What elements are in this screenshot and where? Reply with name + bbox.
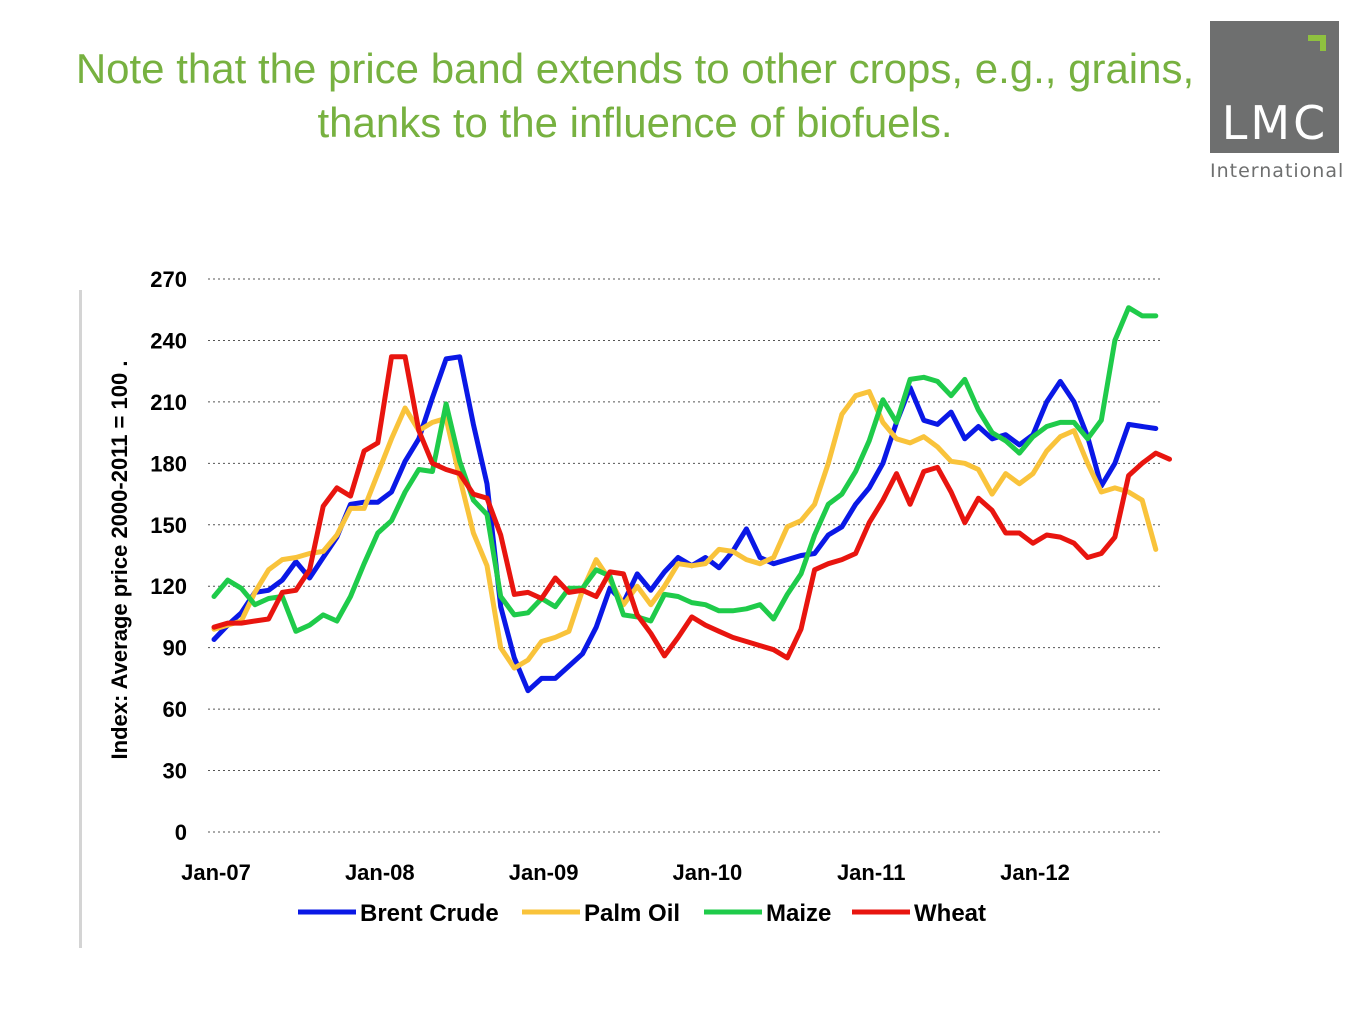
- y-tick-label: 0: [175, 820, 187, 845]
- legend-label: Wheat: [914, 900, 986, 927]
- x-tick-label: Jan-07: [181, 860, 251, 885]
- x-tick-label: Jan-11: [837, 860, 906, 885]
- legend-label: Maize: [766, 900, 831, 927]
- grid-lines: [208, 278, 1160, 833]
- y-tick-labels: 0 30 60 90 120 150 180 210 240 270: [150, 267, 187, 845]
- x-tick-label: Jan-12: [1000, 860, 1070, 885]
- y-tick-label: 240: [150, 328, 187, 353]
- series-lines: [211, 305, 1172, 694]
- y-axis-label: Index: Average price 2000-2011 = 100 .: [107, 361, 132, 760]
- y-tick-label: 120: [150, 574, 187, 599]
- y-tick-label: 30: [163, 759, 187, 784]
- y-tick-label: 90: [163, 636, 187, 661]
- slide-title: Note that the price band extends to othe…: [75, 45, 1195, 146]
- legend-label: Palm Oil: [584, 900, 680, 927]
- left-divider: [79, 290, 82, 948]
- x-tick-label: Jan-08: [345, 860, 415, 885]
- y-tick-label: 210: [150, 390, 187, 415]
- chart-legend: Brent Crude Palm Oil Maize Wheat: [298, 900, 986, 927]
- y-tick-label: 60: [163, 697, 187, 722]
- x-tick-label: Jan-10: [673, 860, 743, 885]
- logo-name: LMC: [1221, 96, 1329, 150]
- legend-label: Brent Crude: [360, 900, 499, 927]
- x-tick-labels: Jan-07 Jan-08 Jan-09 Jan-10 Jan-11 Jan-12: [181, 860, 1070, 885]
- y-tick-label: 180: [150, 451, 187, 476]
- y-tick-label: 270: [150, 267, 187, 292]
- lmc-logo: [1210, 21, 1339, 153]
- x-tick-label: Jan-09: [509, 860, 579, 885]
- series-line-wheat: [211, 354, 1172, 661]
- y-tick-label: 150: [150, 513, 187, 538]
- series-line-palm-oil: [211, 389, 1159, 671]
- logo-corner-mark-vertical: [1320, 35, 1326, 51]
- series-line-maize: [211, 305, 1159, 634]
- logo-subtitle: International: [1210, 160, 1345, 182]
- series-line-brent-crude: [211, 354, 1159, 694]
- logo-corner-mark: [1308, 35, 1325, 41]
